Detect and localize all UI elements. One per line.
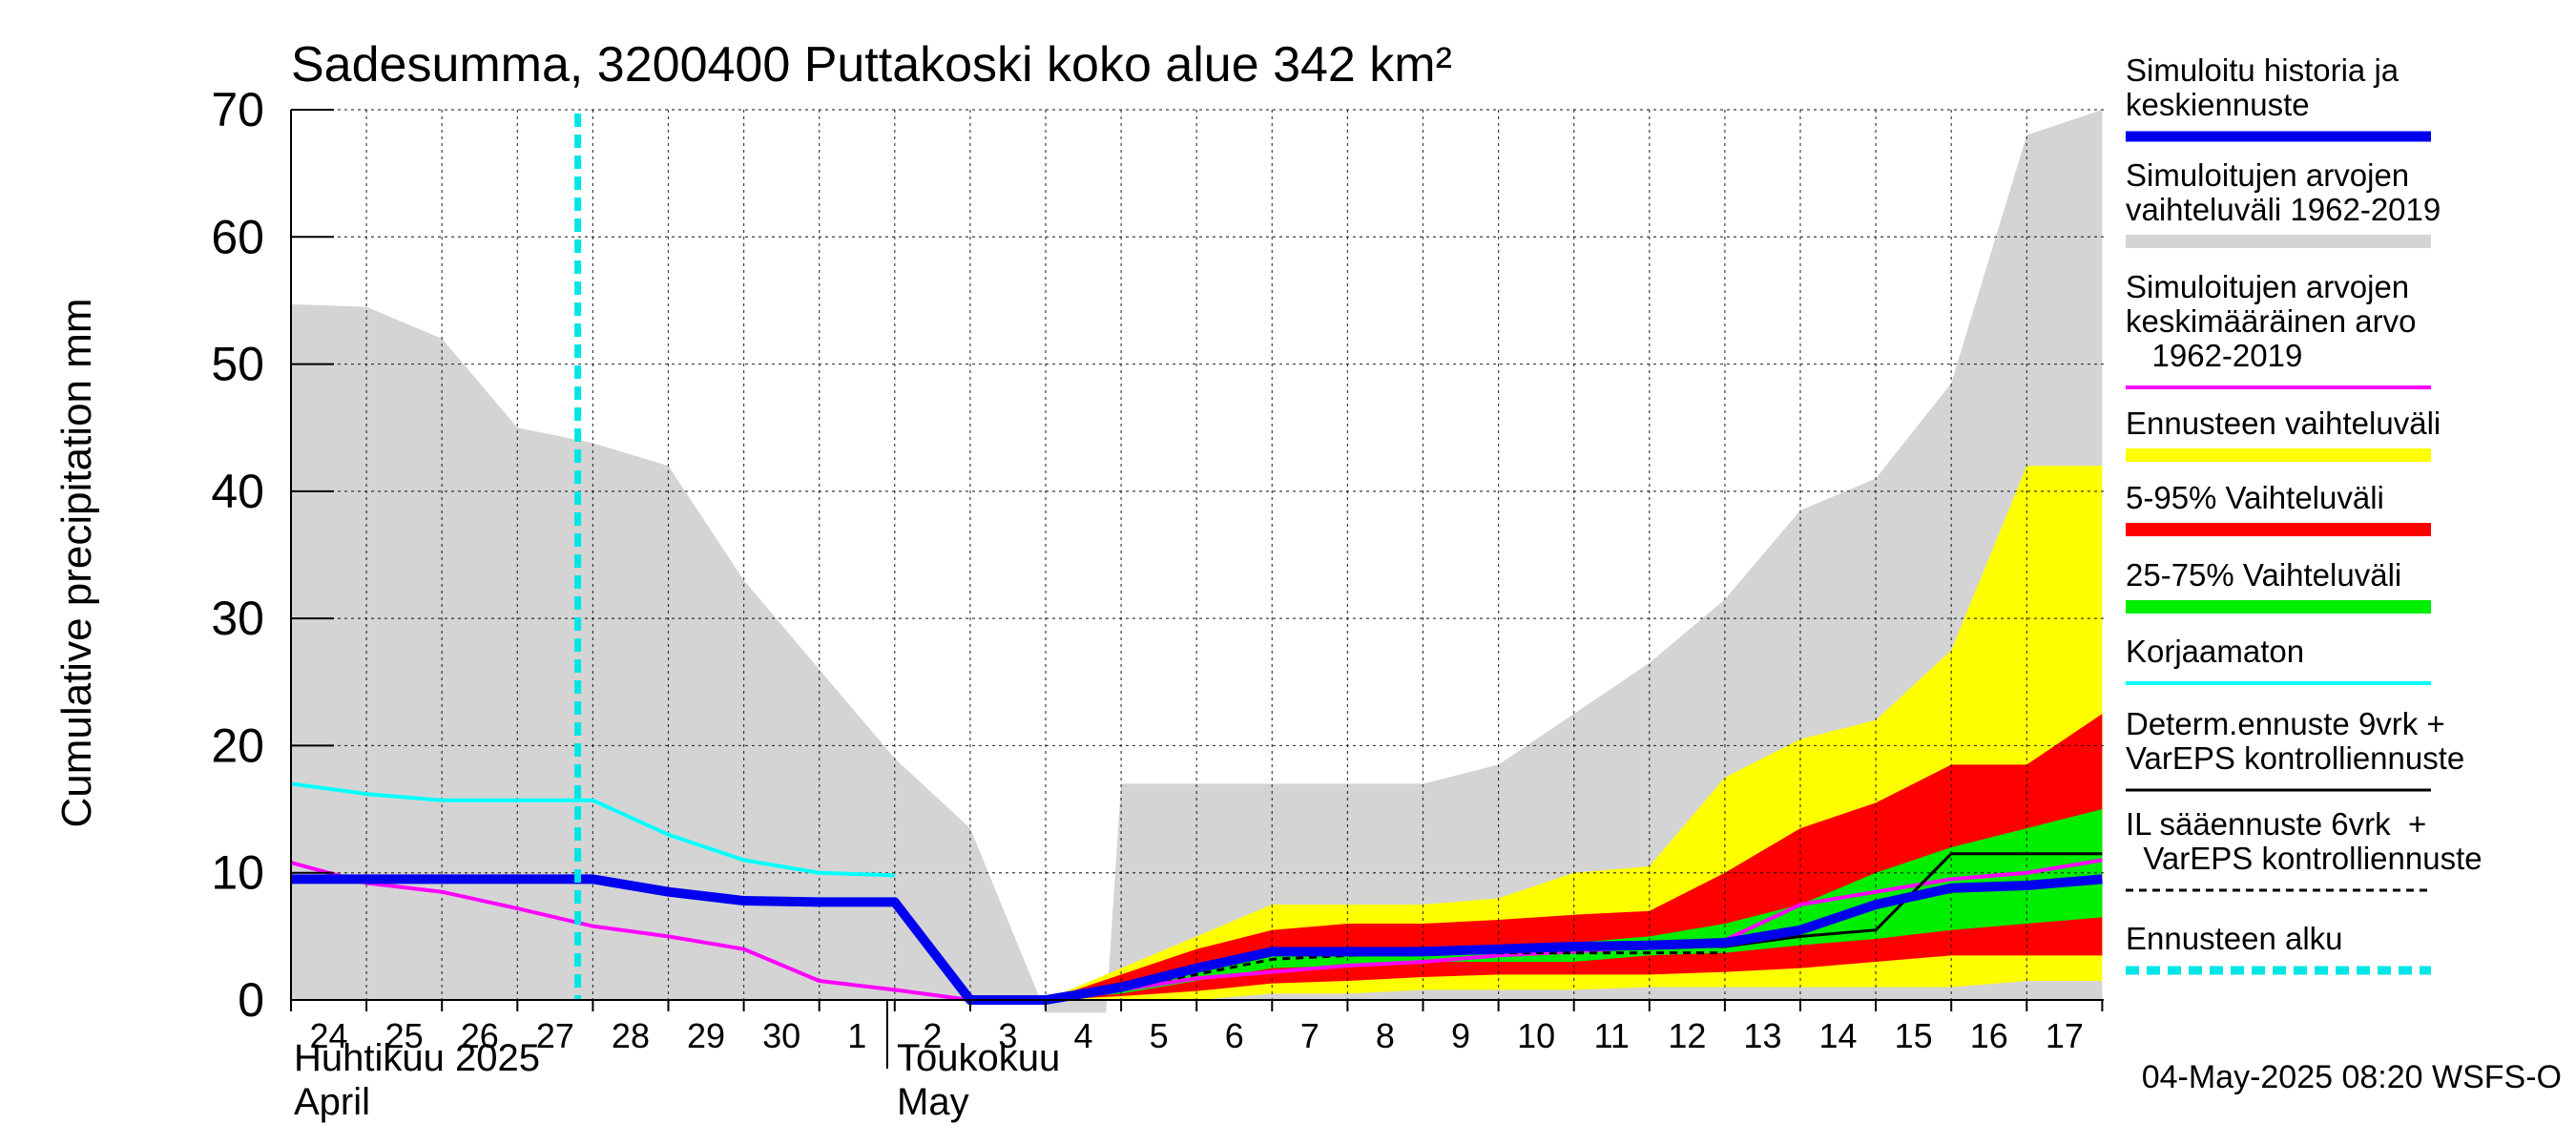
legend-item: Determ.ennuste 9vrk +VarEPS kontrollienn…: [2126, 706, 2464, 792]
uncorrected-line: [290, 781, 895, 878]
month-label-may-en: May: [897, 1081, 969, 1123]
legend-item: Korjaamaton: [2126, 634, 2431, 685]
legend-label: keskimääräinen arvo: [2126, 303, 2416, 339]
legend-label: VarEPS kontrolliennuste: [2126, 841, 2483, 876]
legend-label: Determ.ennuste 9vrk +: [2126, 706, 2445, 741]
x-tick-label: 12: [1668, 1016, 1706, 1055]
x-tick-label: 1: [847, 1016, 866, 1055]
grid: [291, 109, 2104, 1000]
legend-item: IL sääennuste 6vrk + VarEPS kontrollienn…: [2126, 806, 2483, 892]
legend-label: Korjaamaton: [2126, 634, 2304, 669]
y-tick-label: 0: [238, 973, 264, 1027]
plot-area: [290, 109, 2104, 1013]
x-tick-label: 29: [687, 1016, 725, 1055]
legend-item: Ennusteen alku: [2126, 921, 2431, 975]
x-tick-label: 4: [1074, 1016, 1093, 1055]
x-tick-label: 26: [461, 1016, 499, 1055]
y-axis-ticks: 0 10 20 30 40 50 60 70: [211, 83, 334, 1027]
y-tick-label: 50: [211, 338, 264, 391]
legend-label: Ennusteen vaihteluväli: [2126, 406, 2441, 441]
y-axis-label: Cumulative precipitation mm: [53, 298, 100, 827]
legend: Simuloitu historia jakeskiennusteSimuloi…: [2126, 52, 2483, 975]
y-tick-label: 20: [211, 718, 264, 772]
legend-item: 5-95% Vaihteluväli: [2126, 480, 2431, 536]
chart-title: Sadesumma, 3200400 Puttakoski koko alue …: [291, 37, 1452, 93]
x-tick-label: 25: [385, 1016, 424, 1055]
simulated-line: [291, 874, 2103, 1005]
y-tick-label: 60: [211, 210, 264, 263]
x-tick-label: 16: [1970, 1016, 2008, 1055]
x-tick-label: 13: [1743, 1016, 1781, 1055]
y-tick-label: 40: [211, 465, 264, 518]
x-tick-label: 15: [1895, 1016, 1933, 1055]
legend-label: 5-95% Vaihteluväli: [2126, 480, 2384, 515]
month-label-may-fi: Toukokuu: [897, 1037, 1060, 1079]
x-tick-label: 10: [1517, 1016, 1555, 1055]
x-tick-label: 3: [998, 1016, 1017, 1055]
x-tick-label: 6: [1225, 1016, 1244, 1055]
x-tick-label: 5: [1150, 1016, 1169, 1055]
x-tick-label: 11: [1594, 1016, 1630, 1055]
x-tick-label: 17: [2046, 1016, 2084, 1055]
legend-label: IL sääennuste 6vrk +: [2126, 806, 2426, 842]
month-label-april-en: April: [294, 1081, 370, 1123]
legend-label: Simuloitujen arvojen: [2126, 157, 2409, 193]
y-tick-label: 70: [211, 83, 264, 136]
legend-item: Ennusteen vaihteluväli: [2126, 406, 2441, 462]
x-axis-ticks: 24 25 26 27 28 29 30 1 2 3 4 5 6 7 8 9 10 11 12 13 14 15 16 17: [290, 1000, 2104, 1069]
x-tick-label: 8: [1376, 1016, 1395, 1055]
x-tick-label: 30: [762, 1016, 800, 1055]
legend-label: Ennusteen alku: [2126, 921, 2343, 956]
legend-label: Simuloitujen arvojen: [2126, 269, 2409, 304]
legend-label: 25-75% Vaihteluväli: [2126, 557, 2401, 593]
legend-label: keskiennuste: [2126, 87, 2310, 122]
legend-label: 1962-2019: [2126, 338, 2302, 373]
x-tick-label: 2: [923, 1016, 942, 1055]
x-tick-label: 24: [310, 1016, 348, 1055]
legend-label: vaihteluväli 1962-2019: [2126, 192, 2441, 227]
legend-label: Simuloitu historia ja: [2126, 52, 2399, 88]
legend-label: VarEPS kontrolliennuste: [2126, 740, 2464, 776]
legend-item: 25-75% Vaihteluväli: [2126, 557, 2431, 614]
x-tick-label: 28: [612, 1016, 650, 1055]
x-tick-label: 7: [1300, 1016, 1319, 1055]
timestamp: 04-May-2025 08:20 WSFS-O: [2142, 1059, 2562, 1095]
x-tick-label: 27: [536, 1016, 574, 1055]
x-tick-label: 9: [1451, 1016, 1470, 1055]
y-tick-label: 30: [211, 592, 264, 645]
history-mean-line: [290, 858, 2103, 1002]
x-tick-label: 14: [1819, 1016, 1858, 1055]
month-label-april-fi: Huhtikuu 2025: [294, 1037, 540, 1079]
y-tick-label: 10: [211, 846, 264, 900]
